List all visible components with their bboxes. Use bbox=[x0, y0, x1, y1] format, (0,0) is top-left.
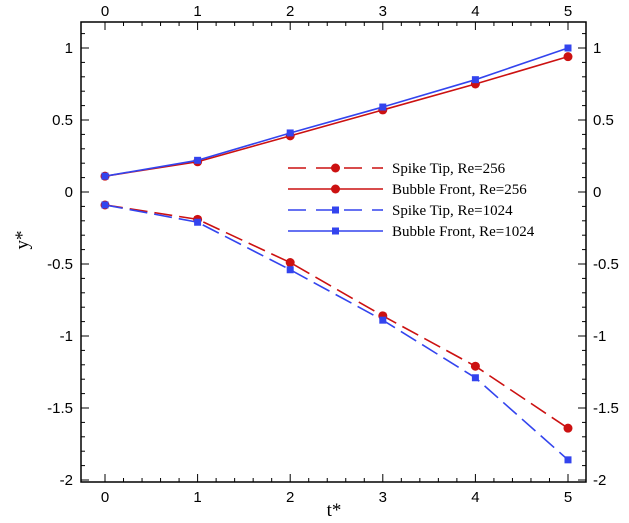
x-tick-label-top: 4 bbox=[471, 3, 479, 20]
y-tick-label-right: -1.5 bbox=[593, 400, 619, 417]
y-tick-label-left: -1.5 bbox=[47, 400, 73, 417]
legend-marker bbox=[332, 206, 339, 214]
series-line bbox=[104, 47, 569, 177]
legend-marker bbox=[331, 163, 340, 173]
data-point bbox=[379, 103, 387, 111]
y-tick-label-right: -2 bbox=[593, 472, 606, 489]
plot-frame bbox=[80, 21, 587, 483]
y-tick-label-right: -0.5 bbox=[593, 256, 619, 273]
axis-ticks: 0 0 1 1 2 2 3 3 4 4 5 5 -2 -2 -1.5 -1.5 -1 -1 -0.5 -0.5 0 0 0.… bbox=[47, 3, 619, 506]
data-point bbox=[379, 316, 387, 324]
legend-label: Spike Tip, Re=256 bbox=[392, 161, 506, 177]
y-tick-label-left: -1 bbox=[60, 328, 73, 345]
x-tick-label-top: 5 bbox=[564, 3, 572, 20]
data-point bbox=[286, 266, 294, 274]
series-line bbox=[104, 204, 569, 429]
data-point bbox=[194, 218, 202, 226]
y-tick-label-left: -2 bbox=[60, 472, 73, 489]
y-tick-label-right: 1 bbox=[593, 40, 601, 57]
y-tick-label-right: 0.5 bbox=[593, 112, 614, 129]
data-point bbox=[471, 374, 479, 382]
x-tick-label-top: 1 bbox=[193, 3, 201, 20]
series-line bbox=[104, 55, 569, 177]
series-4 bbox=[101, 44, 572, 180]
legend-label: Spike Tip, Re=1024 bbox=[392, 203, 513, 219]
legend-marker bbox=[331, 184, 340, 194]
y-tick-label-right: -1 bbox=[593, 328, 606, 345]
legend-label: Bubble Front, Re=256 bbox=[392, 182, 527, 198]
x-tick-label-bottom: 1 bbox=[193, 489, 201, 506]
y-tick-label-left: 0 bbox=[65, 184, 73, 201]
data-point bbox=[471, 76, 479, 84]
y-tick-label-right: 0 bbox=[593, 184, 601, 201]
x-axis-title: t* bbox=[327, 500, 342, 521]
x-tick-label-bottom: 4 bbox=[471, 489, 479, 506]
data-point bbox=[194, 156, 202, 164]
x-tick-label-top: 0 bbox=[101, 3, 109, 20]
data-point bbox=[286, 129, 294, 137]
legend-label: Bubble Front, Re=1024 bbox=[392, 224, 535, 240]
data-point bbox=[563, 52, 573, 62]
x-tick-label-bottom: 3 bbox=[379, 489, 387, 506]
series-3 bbox=[101, 201, 572, 464]
x-tick-label-bottom: 0 bbox=[101, 489, 109, 506]
data-point bbox=[101, 201, 109, 209]
data-point bbox=[564, 44, 572, 52]
series-line bbox=[104, 204, 569, 461]
data-point bbox=[563, 423, 573, 433]
x-tick-label-top: 3 bbox=[379, 3, 387, 20]
data-point bbox=[285, 258, 295, 268]
y-tick-label-left: 0.5 bbox=[52, 112, 73, 129]
y-tick-label-left: 1 bbox=[65, 40, 73, 57]
data-point bbox=[470, 361, 480, 371]
legend-marker bbox=[332, 227, 339, 235]
x-tick-label-bottom: 2 bbox=[286, 489, 294, 506]
data-point bbox=[564, 456, 572, 464]
legend: Spike Tip, Re=256 Bubble Front, Re=256 Spi… bbox=[288, 161, 535, 240]
data-point bbox=[101, 172, 109, 180]
x-tick-label-bottom: 5 bbox=[564, 489, 572, 506]
y-axis-title: y* bbox=[12, 231, 33, 250]
y-tick-label-left: -0.5 bbox=[47, 256, 73, 273]
x-tick-label-top: 2 bbox=[286, 3, 294, 20]
series-layer bbox=[100, 44, 573, 464]
